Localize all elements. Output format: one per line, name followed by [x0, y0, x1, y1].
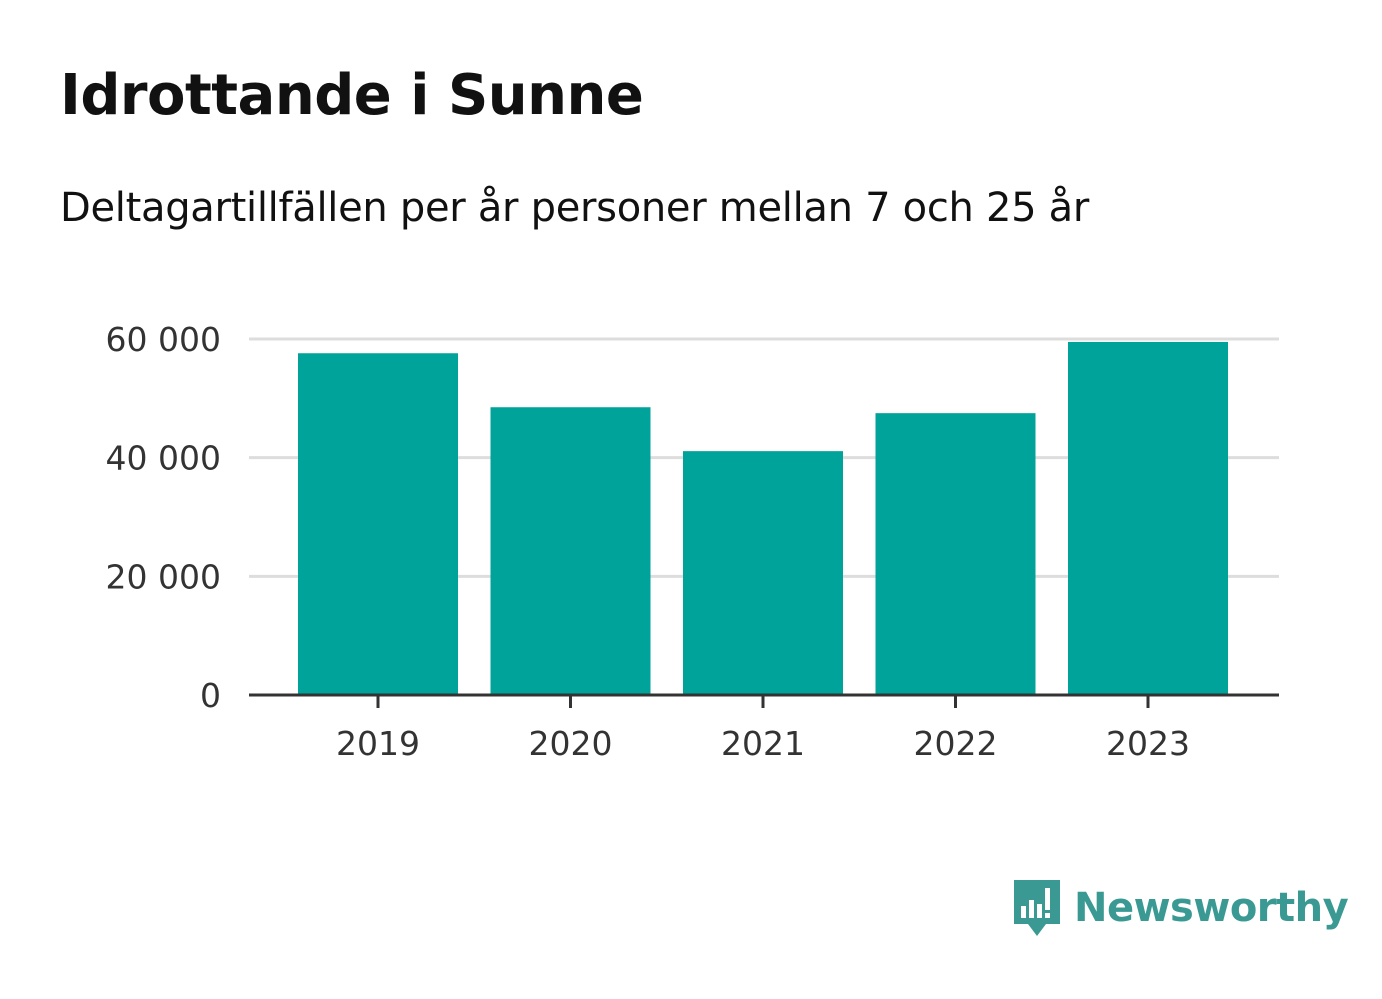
x-tick-label: 2023 [1106, 724, 1190, 763]
chart-title: Idrottande i Sunne [60, 63, 644, 128]
chart-subtitle: Deltagartillfällen per år personer mella… [60, 185, 1090, 231]
y-tick-label: 40 000 [106, 439, 221, 478]
bar-chart-speech-bubble-icon [1014, 880, 1060, 936]
bar [683, 451, 843, 695]
bar [298, 353, 458, 695]
bar [490, 407, 651, 695]
newsworthy-logo: Newsworthy [1012, 878, 1349, 938]
bar [875, 413, 1036, 695]
x-tick-label: 2021 [721, 724, 805, 763]
y-tick-label: 0 [200, 676, 221, 715]
x-tick-label: 2022 [914, 724, 998, 763]
x-tick-label: 2019 [336, 724, 420, 763]
y-tick-label: 20 000 [106, 557, 221, 596]
x-tick-label: 2020 [529, 724, 613, 763]
brand-name: Newsworthy [1074, 885, 1349, 931]
y-tick-label: 60 000 [106, 320, 221, 359]
bar [1068, 341, 1228, 695]
